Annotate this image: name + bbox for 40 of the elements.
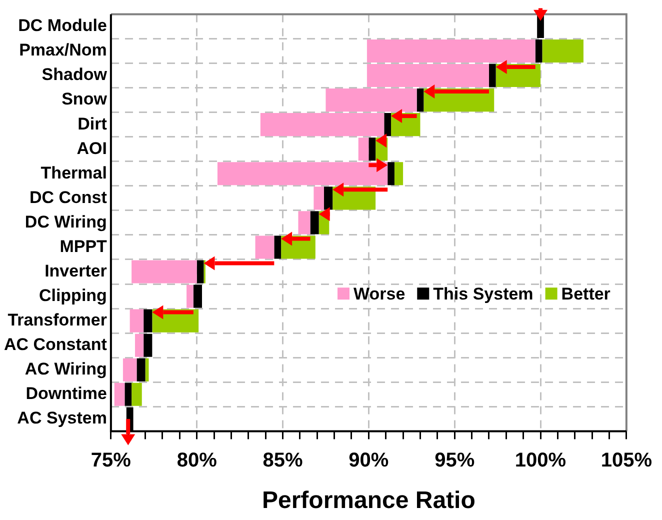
bar xyxy=(388,162,394,186)
x-axis-title: Performance Ratio xyxy=(262,487,476,514)
x-tick-label: 105% xyxy=(600,450,652,472)
bar xyxy=(298,211,310,234)
bar xyxy=(368,138,376,161)
legend-label: Worse xyxy=(354,284,406,304)
y-tick-label: DC Wiring xyxy=(24,212,107,232)
x-tick-label: 95% xyxy=(434,450,475,472)
y-tick-label: DC Const xyxy=(29,188,108,207)
legend-label: This System xyxy=(433,284,534,304)
y-tick-label: AC Constant xyxy=(4,335,108,354)
y-tick-label: MPPT xyxy=(60,236,108,256)
y-tick-label: AC System xyxy=(17,408,107,428)
bar xyxy=(255,236,274,259)
bar xyxy=(488,64,496,88)
y-tick-label: Downtime xyxy=(26,384,107,404)
y-tick-label: Snow xyxy=(62,90,108,109)
y-tick-label: AC Wiring xyxy=(24,360,107,379)
x-tick-label: 85% xyxy=(262,450,303,472)
y-tick-label: Transformer xyxy=(8,310,108,330)
y-tick-label: AOI xyxy=(76,138,107,158)
x-tick-label: 80% xyxy=(176,450,218,472)
bar xyxy=(384,113,392,136)
y-tick-label: Shadow xyxy=(42,65,108,84)
x-tick-label: 90% xyxy=(348,450,389,472)
x-tick-label: 100% xyxy=(514,450,566,472)
legend-label: Better xyxy=(561,284,611,304)
y-tick-label: Thermal xyxy=(40,163,107,182)
y-tick-label: Inverter xyxy=(44,261,108,280)
y-tick-label: Dirt xyxy=(78,114,108,134)
y-tick-label: Pmax/Nom xyxy=(19,40,107,60)
bar xyxy=(416,88,424,112)
bar xyxy=(394,162,404,186)
bar xyxy=(542,39,584,63)
x-tick-label: 75% xyxy=(90,450,132,472)
bar xyxy=(132,382,142,406)
bar xyxy=(310,211,319,234)
y-tick-label: DC Module xyxy=(18,16,107,36)
bar xyxy=(274,236,282,259)
y-tick-label: Clipping xyxy=(38,286,107,305)
